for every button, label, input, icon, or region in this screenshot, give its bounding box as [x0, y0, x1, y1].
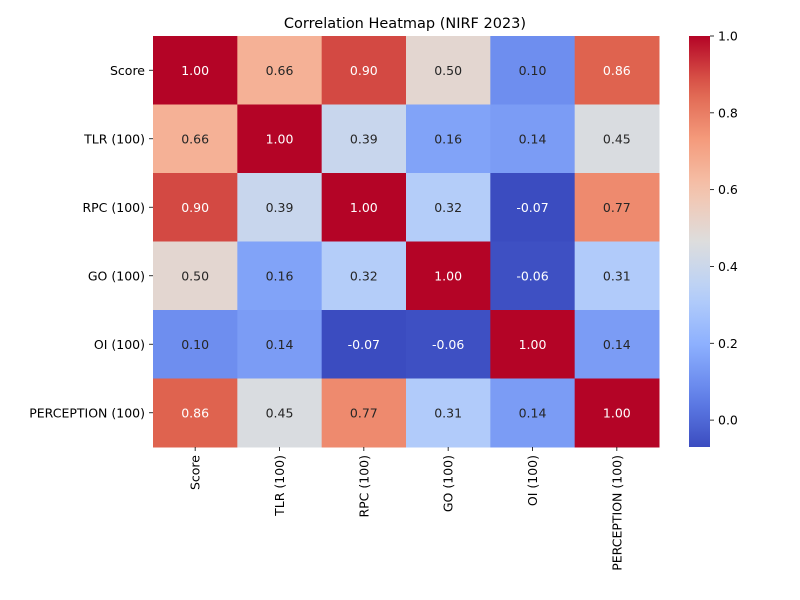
heatmap-cell: [153, 310, 238, 379]
colorbar-tick-label: 0.0: [718, 413, 738, 428]
heatmap-cell: [490, 36, 576, 105]
column-label: OI (100): [525, 455, 540, 506]
heatmap-cell: [490, 173, 576, 242]
heatmap-cell-value: 0.86: [603, 63, 631, 78]
heatmap-cell-value: -0.06: [516, 268, 548, 283]
heatmap-cell-value: 1.00: [350, 200, 378, 215]
colorbar-tick-label: 0.4: [718, 259, 738, 274]
heatmap-cell: [406, 378, 491, 448]
heatmap-cell: [153, 241, 238, 311]
heatmap-cell: [490, 241, 576, 311]
heatmap-cell: [153, 173, 238, 242]
heatmap-cell: [406, 310, 491, 379]
row-label: GO (100): [88, 268, 145, 283]
heatmap-cell-value: 1.00: [434, 268, 462, 283]
colorbar-tick-label: 0.2: [718, 336, 738, 351]
heatmap-cell: [490, 378, 576, 448]
colorbar-gradient: [689, 36, 710, 447]
heatmap-cell-value: 0.66: [266, 63, 294, 78]
colorbar: 0.0 0.2 0.4 0.6 0.8 1.0: [689, 29, 738, 447]
row-label: TLR (100): [83, 131, 145, 146]
heatmap-cell-value: 0.32: [434, 200, 462, 215]
heatmap-cell: [574, 241, 660, 311]
colorbar-tick-label: 1.0: [718, 29, 738, 44]
heatmap-cell-value: 0.39: [266, 200, 294, 215]
heatmap-cell-value: 0.86: [181, 405, 209, 420]
heatmap-cell: [153, 104, 238, 174]
heatmap-cell-value: 0.90: [350, 63, 378, 78]
heatmap-cell-value: 0.14: [519, 405, 547, 420]
heatmap-cell-value: 0.14: [519, 131, 547, 146]
heatmap-cell-value: 0.66: [181, 131, 209, 146]
heatmap-cell-value: 0.31: [434, 405, 462, 420]
heatmap-cell: [153, 378, 238, 448]
heatmap-cell-value: 0.16: [266, 268, 294, 283]
heatmap-cell: [490, 310, 576, 379]
heatmap-cell-value: -0.07: [348, 337, 380, 352]
heatmap-cell-value: 0.14: [266, 337, 294, 352]
heatmap-cell: [237, 36, 323, 105]
row-label: RPC (100): [82, 200, 145, 215]
heatmap-cell: [574, 104, 660, 174]
heatmap-cell: [574, 173, 660, 242]
chart-title: Correlation Heatmap (NIRF 2023): [284, 16, 526, 32]
row-label: PERCEPTION (100): [29, 405, 145, 420]
heatmap-cell: [406, 241, 491, 311]
heatmap-cell-value: 1.00: [181, 63, 209, 78]
heatmap-cell: [237, 173, 323, 242]
row-labels: Score TLR (100) RPC (100) GO (100) OI (100) P…: [29, 63, 153, 420]
heatmap-cells: [153, 36, 660, 448]
colorbar-tick-label: 0.8: [718, 105, 738, 120]
heatmap-cell: [406, 104, 491, 174]
heatmap-annotations: 1.00 0.66 0.90 0.50 0.10 0.86 0.66 1.00 0.39 0.16…: [181, 63, 631, 421]
colorbar-tick-label: 0.6: [718, 182, 738, 197]
heatmap-cell: [406, 173, 491, 242]
heatmap-cell-value: 0.32: [350, 268, 378, 283]
heatmap-cell-value: 1.00: [519, 337, 547, 352]
heatmap-cell: [321, 104, 407, 174]
heatmap-cell: [321, 378, 407, 448]
heatmap-cell: [574, 378, 660, 448]
heatmap-cell-value: -0.06: [432, 337, 464, 352]
heatmap-cell: [153, 36, 238, 105]
heatmap-cell-value: -0.07: [516, 200, 548, 215]
heatmap-cell: [321, 173, 407, 242]
heatmap-cell-value: 1.00: [266, 131, 294, 146]
heatmap-cell: [237, 241, 323, 311]
column-label: TLR (100): [272, 455, 287, 517]
heatmap-cell-value: 0.10: [519, 63, 547, 78]
heatmap-cell-value: 0.50: [434, 63, 462, 78]
heatmap-cell: [237, 378, 323, 448]
heatmap-cell: [237, 104, 323, 174]
heatmap-cell-value: 0.31: [603, 268, 631, 283]
heatmap-cell-value: 0.10: [181, 337, 209, 352]
heatmap-cell-value: 0.45: [603, 131, 631, 146]
heatmap-cell: [406, 36, 491, 105]
heatmap-cell-value: 0.45: [266, 405, 294, 420]
heatmap-cell: [321, 310, 407, 379]
heatmap-cell-value: 0.77: [603, 200, 631, 215]
heatmap-cell: [237, 310, 323, 379]
heatmap-cell-value: 0.50: [181, 268, 209, 283]
heatmap-cell: [321, 36, 407, 105]
heatmap-cell: [490, 104, 576, 174]
column-labels: Score TLR (100) RPC (100) GO (100) OI (100) P…: [188, 447, 624, 571]
heatmap-cell-value: 0.39: [350, 131, 378, 146]
column-label: Score: [188, 455, 203, 490]
column-label: PERCEPTION (100): [609, 455, 624, 571]
heatmap-cell: [574, 310, 660, 379]
heatmap-cell-value: 0.77: [350, 405, 378, 420]
heatmap-cell-value: 0.90: [181, 200, 209, 215]
row-label: OI (100): [94, 337, 145, 352]
heatmap-cell-value: 0.16: [434, 131, 462, 146]
column-label: RPC (100): [356, 455, 371, 518]
heatmap-cell-value: 1.00: [603, 405, 631, 420]
row-label: Score: [110, 63, 145, 78]
heatmap-cell: [574, 36, 660, 105]
column-label: GO (100): [441, 455, 456, 512]
heatmap-cell-value: 0.14: [603, 337, 631, 352]
heatmap-cell: [321, 241, 407, 311]
